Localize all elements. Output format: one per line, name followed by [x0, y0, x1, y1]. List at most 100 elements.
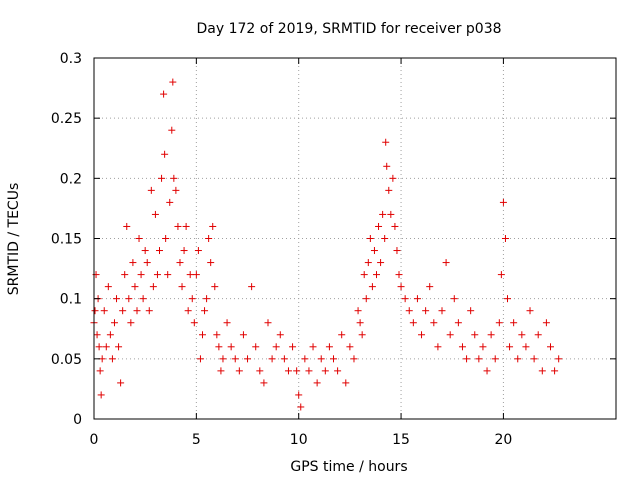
grid-lines — [94, 58, 616, 419]
data-point — [176, 259, 184, 267]
data-point — [413, 295, 421, 303]
data-point — [450, 295, 458, 303]
data-point — [223, 319, 231, 327]
data-point — [268, 355, 276, 363]
data-point — [289, 343, 297, 351]
data-point — [188, 295, 196, 303]
y-tick-label: 0.2 — [60, 171, 82, 187]
data-point — [119, 307, 127, 315]
data-point — [501, 235, 509, 242]
data-point — [504, 295, 512, 303]
data-point — [362, 295, 370, 303]
data-point — [156, 247, 164, 255]
data-point — [141, 247, 149, 255]
data-point — [387, 210, 395, 218]
data-point — [350, 355, 358, 363]
data-point — [389, 174, 397, 182]
data-point — [405, 307, 413, 315]
data-point — [166, 198, 174, 206]
data-point — [100, 307, 108, 315]
x-tick-label: 15 — [392, 432, 410, 448]
data-point — [131, 283, 139, 291]
data-point — [264, 319, 272, 327]
data-point — [338, 331, 346, 339]
data-point — [96, 367, 104, 375]
data-point — [313, 379, 321, 387]
data-point — [127, 319, 135, 327]
data-point — [135, 235, 143, 242]
data-point — [518, 331, 526, 339]
data-point — [467, 307, 475, 315]
data-point — [184, 307, 192, 315]
data-point — [91, 307, 99, 315]
chart-title: Day 172 of 2019, SRMTID for receiver p03… — [196, 21, 501, 37]
data-point — [418, 331, 426, 339]
data-point — [235, 367, 243, 375]
data-point — [186, 271, 194, 279]
data-point — [301, 355, 309, 363]
data-point — [215, 343, 223, 351]
data-point — [93, 331, 101, 339]
data-point — [172, 186, 180, 194]
data-point — [391, 222, 399, 230]
data-point — [530, 355, 538, 363]
x-tick-labels: 0 5 10 15 20 — [90, 432, 513, 448]
data-point — [207, 259, 215, 267]
data-point — [106, 331, 114, 339]
data-point — [227, 343, 235, 351]
data-point — [190, 319, 198, 327]
data-point — [110, 319, 118, 327]
data-point — [358, 331, 366, 339]
data-point — [368, 283, 376, 291]
data-point — [538, 367, 546, 375]
data-point — [125, 295, 133, 303]
data-point — [305, 367, 313, 375]
data-point — [434, 343, 442, 351]
data-point — [381, 235, 389, 242]
data-point — [479, 343, 487, 351]
data-point — [499, 198, 507, 206]
data-point — [372, 271, 380, 279]
data-point — [147, 186, 155, 194]
y-axis-title: SRMTID / TECUs — [6, 183, 22, 296]
data-point — [113, 295, 121, 303]
data-point — [192, 271, 200, 279]
data-point — [555, 355, 563, 363]
data-point — [198, 331, 206, 339]
x-axis-title: GPS time / hours — [290, 459, 407, 475]
data-point — [174, 222, 182, 230]
data-point — [203, 295, 211, 303]
data-point — [463, 355, 471, 363]
data-point — [422, 307, 430, 315]
data-point — [231, 355, 239, 363]
data-point — [409, 319, 417, 327]
data-points — [90, 78, 563, 411]
data-point — [382, 138, 390, 146]
y-tick-label: 0.05 — [51, 352, 82, 368]
data-point — [145, 307, 153, 315]
data-point — [354, 307, 362, 315]
data-point — [158, 174, 166, 182]
data-point — [272, 343, 280, 351]
data-point — [397, 283, 405, 291]
data-point — [379, 210, 387, 218]
data-point — [104, 283, 112, 291]
data-point — [219, 355, 227, 363]
data-point — [248, 283, 256, 291]
data-point — [551, 367, 559, 375]
data-point — [95, 343, 103, 351]
data-point — [375, 222, 383, 230]
data-point — [383, 162, 391, 170]
data-point — [102, 343, 110, 351]
data-point — [321, 367, 329, 375]
data-point — [137, 271, 145, 279]
data-point — [334, 367, 342, 375]
data-point — [546, 343, 554, 351]
data-point — [317, 355, 325, 363]
data-point — [526, 307, 534, 315]
data-point — [293, 367, 301, 375]
data-point — [244, 355, 252, 363]
data-point — [442, 259, 450, 267]
data-point — [180, 247, 188, 255]
